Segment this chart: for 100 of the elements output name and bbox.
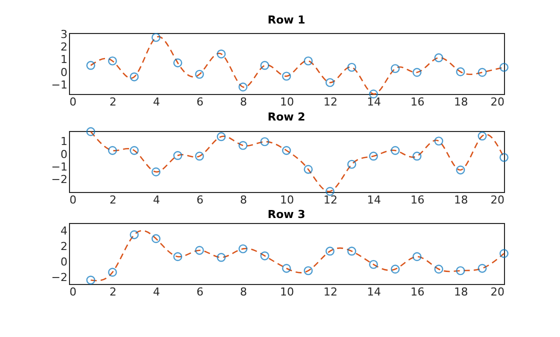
point: [500, 152, 508, 162]
y-tick-label: 1: [60, 135, 68, 148]
x-tick-label: 18: [454, 194, 468, 206]
point: [326, 246, 334, 256]
x-tick-label: 8: [240, 96, 247, 108]
y-tick-label: −1: [51, 160, 68, 174]
point: [347, 62, 356, 72]
x-tick-label: 4: [153, 194, 160, 206]
point: [478, 132, 487, 140]
point: [434, 264, 444, 274]
point: [130, 146, 139, 155]
chart-title: Row 2: [268, 110, 306, 124]
point: [260, 137, 270, 146]
x-tick-label: 14: [367, 286, 381, 298]
point: [304, 266, 313, 276]
point: [282, 264, 291, 273]
x-tick-label: 4: [153, 286, 160, 298]
y-tick-label: 2: [60, 40, 68, 54]
x-tick-label: 8: [240, 286, 247, 298]
x-tick-label: 14: [367, 194, 381, 206]
x-tick-label: 0: [70, 286, 76, 298]
point: [173, 151, 182, 160]
y-tick-label: 2: [60, 240, 68, 253]
y-tick-label: 0: [60, 148, 68, 161]
point: [282, 72, 291, 81]
x-tick-label: 14: [367, 96, 381, 108]
point: [478, 68, 487, 77]
point: [108, 146, 117, 155]
point: [130, 230, 139, 240]
x-tick-label: 0: [70, 194, 76, 206]
point: [434, 53, 444, 62]
y-tick-label: 0: [60, 256, 68, 269]
y-tick-label: −2: [51, 271, 68, 284]
point: [390, 146, 400, 155]
point: [369, 260, 378, 269]
point: [412, 68, 422, 77]
point: [238, 141, 248, 150]
x-tick-label: 20: [490, 286, 504, 298]
x-tick-label: 12: [324, 194, 338, 206]
x-tick-label: 0: [70, 96, 76, 108]
x-tick-label: 16: [410, 286, 424, 298]
point: [152, 167, 160, 176]
point: [86, 60, 96, 70]
y-tick-label: 4: [60, 224, 68, 238]
point: [500, 62, 508, 72]
x-tick-label: 18: [454, 96, 468, 108]
x-tick-label: 20: [490, 194, 504, 206]
y-tick-label: 1: [60, 53, 68, 66]
point: [282, 146, 291, 155]
point: [304, 56, 313, 66]
x-tick-label: 16: [410, 96, 424, 108]
point: [412, 252, 422, 262]
x-tick-label: 2: [110, 96, 116, 108]
x-tick-label: 12: [324, 286, 338, 298]
x-tick-label: 20: [490, 96, 504, 108]
point: [152, 234, 160, 244]
point: [390, 64, 400, 74]
point: [456, 67, 465, 76]
x-tick-label: 6: [196, 194, 204, 206]
point: [173, 58, 182, 68]
point: [260, 60, 270, 70]
x-tick-label: 18: [454, 286, 468, 298]
point: [456, 266, 465, 276]
x-tick-label: 10: [280, 96, 294, 108]
x-tick-label: 2: [110, 194, 116, 206]
point: [369, 152, 378, 161]
point: [500, 249, 508, 258]
y-tick-label: 0: [60, 66, 68, 79]
point: [130, 72, 139, 82]
point: [195, 246, 204, 255]
x-tick-label: 10: [280, 286, 294, 298]
point: [152, 32, 160, 42]
chart-title: Row 1: [268, 13, 306, 26]
y-tick-label: −1: [51, 78, 68, 92]
point: [216, 252, 226, 262]
point: [347, 160, 356, 169]
point: [216, 132, 226, 142]
point: [456, 166, 465, 174]
point: [195, 70, 204, 79]
point: [238, 244, 248, 254]
line-series: [90, 130, 505, 192]
point: [326, 78, 334, 88]
point: [434, 136, 444, 146]
point: [173, 252, 182, 262]
point: [390, 264, 400, 274]
x-tick-label: 12: [324, 96, 338, 108]
point: [108, 56, 117, 66]
x-tick-label: 4: [153, 96, 160, 108]
point: [86, 276, 96, 285]
point: [86, 127, 96, 136]
point: [478, 264, 487, 273]
y-tick-label: −2: [51, 172, 68, 186]
x-tick-label: 6: [196, 96, 204, 108]
x-tick-label: 6: [196, 286, 204, 298]
chart-title: Row 3: [268, 208, 306, 221]
y-tick-label: 3: [60, 28, 68, 41]
x-tick-label: 10: [280, 194, 294, 206]
point: [195, 152, 204, 161]
point: [304, 164, 313, 174]
x-tick-label: 2: [110, 286, 116, 298]
